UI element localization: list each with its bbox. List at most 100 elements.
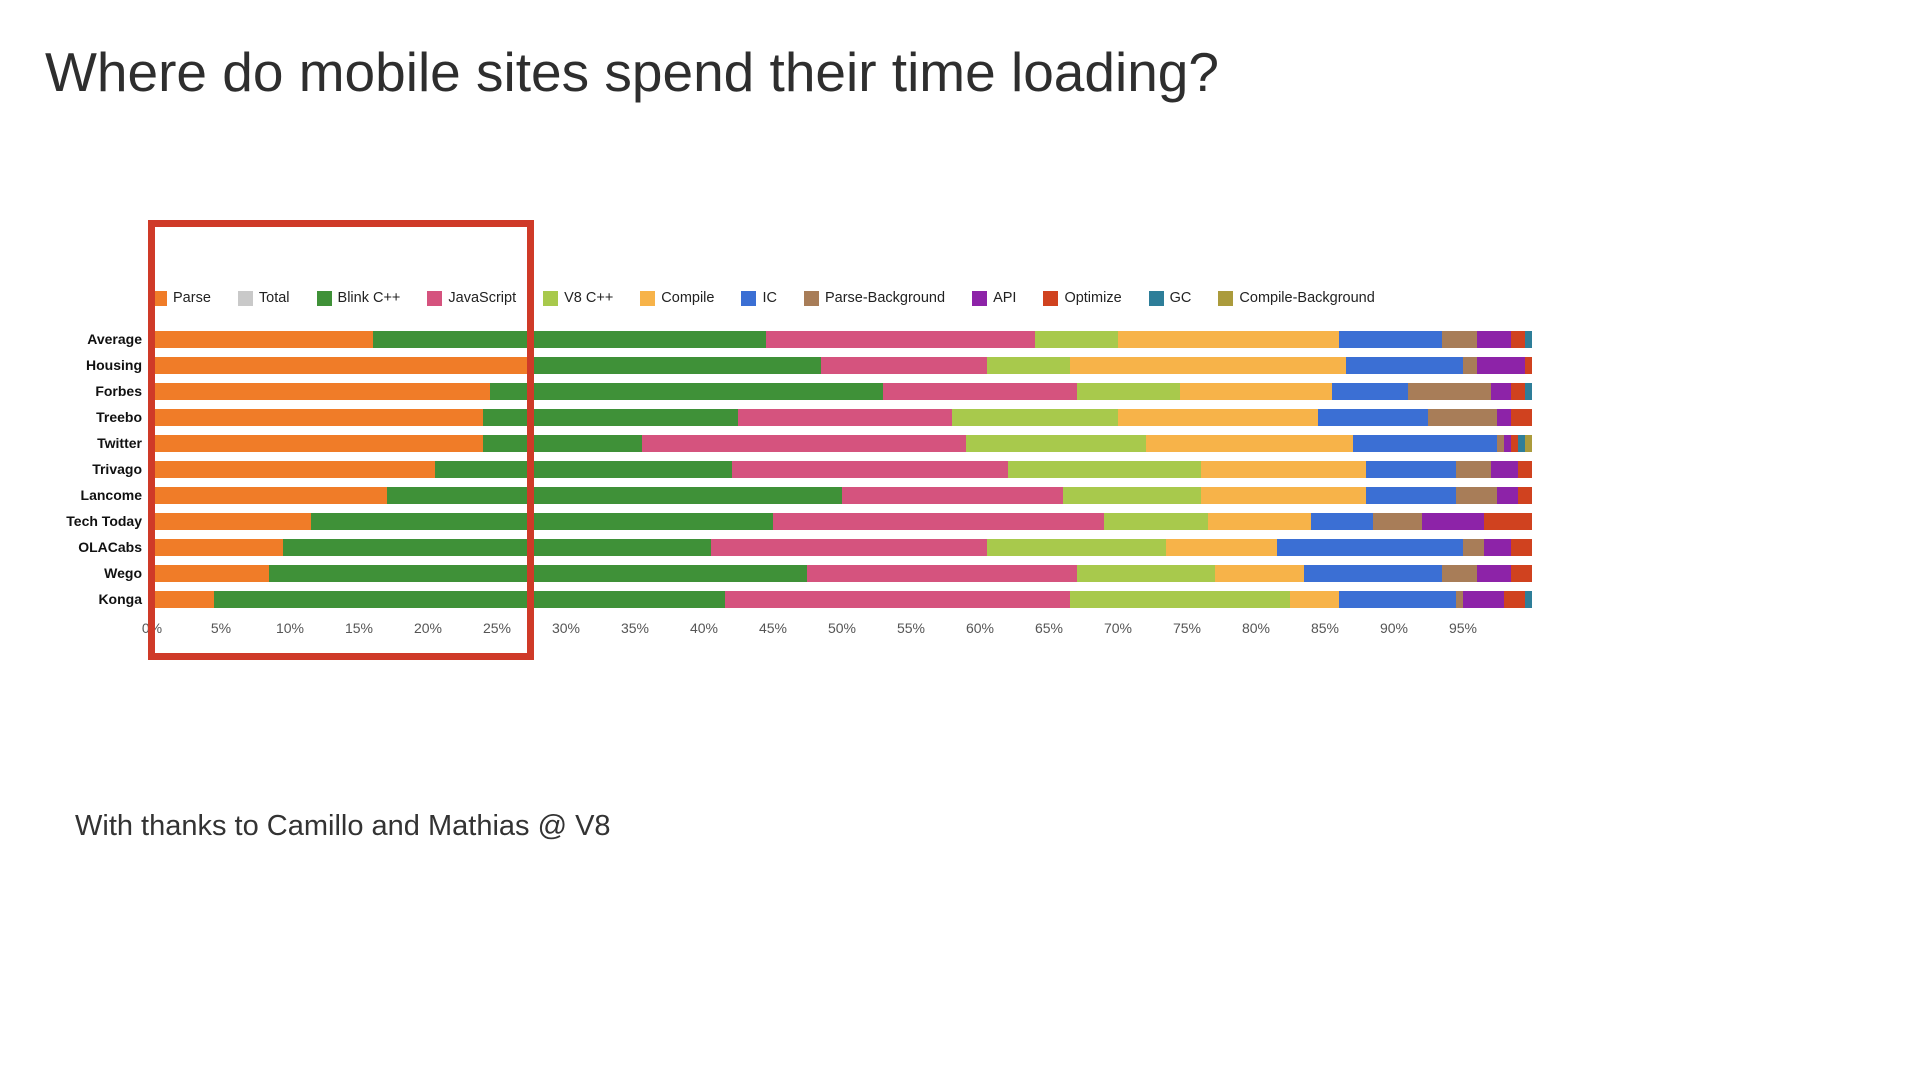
bar-segment-v8-c- xyxy=(1076,564,1215,582)
bar-segment-v8-c- xyxy=(1104,512,1208,530)
bar-segment-optimize xyxy=(1483,512,1532,530)
axis-tick-label: 90% xyxy=(1379,620,1409,636)
bar-segment-v8-c- xyxy=(1007,460,1201,478)
bar-row: Lancome xyxy=(0,482,1540,508)
bar-segment-compile xyxy=(1180,382,1332,400)
legend-item: Optimize xyxy=(1043,290,1122,306)
bar-segment-javascript xyxy=(766,330,1036,348)
bar-segment-v8-c- xyxy=(1062,486,1201,504)
legend-label: Total xyxy=(258,290,290,306)
bar-segment-compile xyxy=(1207,512,1312,530)
category-label: Lancome xyxy=(80,487,142,503)
bar-row: Twitter xyxy=(0,430,1540,456)
legend-item: V8 C++ xyxy=(543,290,613,306)
axis-tick-label: 50% xyxy=(827,620,857,636)
bar-row: Wego xyxy=(0,560,1540,586)
bar-segment-gc xyxy=(1525,382,1532,400)
bar-segment-ic xyxy=(1366,486,1457,504)
axis-tick-label: 55% xyxy=(896,620,926,636)
legend-label: Compile-Background xyxy=(1239,290,1375,306)
bar-segment-parse xyxy=(152,356,532,374)
legend-swatch xyxy=(1043,290,1059,306)
legend-label: V8 C++ xyxy=(564,290,614,306)
legend-swatch xyxy=(972,290,988,306)
category-label: Tech Today xyxy=(66,513,142,529)
bar-row: Konga xyxy=(0,586,1540,612)
bar-row: Trivago xyxy=(0,456,1540,482)
bar-segment-blink-c- xyxy=(283,538,711,556)
stacked-bar xyxy=(152,538,1532,556)
bar-row: Treebo xyxy=(0,404,1540,430)
bar-segment-api xyxy=(1476,564,1512,582)
axis-tick-label: 15% xyxy=(344,620,374,636)
bar-segment-ic xyxy=(1352,434,1498,452)
stacked-bar xyxy=(152,382,1532,400)
bar-segment-compile xyxy=(1166,538,1277,556)
bar-segment-parse xyxy=(152,330,373,348)
bar-segment-blink-c- xyxy=(310,512,773,530)
bar-segment-ic xyxy=(1366,460,1457,478)
axis-tick-label: 25% xyxy=(482,620,512,636)
bar-segment-parse-background xyxy=(1456,590,1463,608)
bar-segment-parse xyxy=(152,460,435,478)
bar-segment-parse xyxy=(152,408,484,426)
bar-segment-parse-background xyxy=(1428,408,1498,426)
bar-segment-v8-c- xyxy=(966,434,1146,452)
bar-segment-blink-c- xyxy=(434,460,732,478)
bar-segment-javascript xyxy=(731,460,1008,478)
bar-segment-parse-background xyxy=(1462,538,1484,556)
axis-tick-label: 95% xyxy=(1448,620,1478,636)
bar-row: Housing xyxy=(0,352,1540,378)
stacked-bar xyxy=(152,590,1532,608)
bar-segment-parse xyxy=(152,512,311,530)
legend-swatch xyxy=(1218,290,1234,306)
stacked-bar xyxy=(152,512,1532,530)
category-label: Wego xyxy=(104,565,142,581)
legend-swatch xyxy=(741,290,757,306)
bar-segment-v8-c- xyxy=(1069,590,1291,608)
legend-item: API xyxy=(972,290,1016,306)
bar-row: Average xyxy=(0,326,1540,352)
category-label: Treebo xyxy=(96,409,142,425)
category-label: Trivago xyxy=(92,461,142,477)
legend-label: JavaScript xyxy=(448,290,517,306)
bar-segment-compile xyxy=(1214,564,1305,582)
legend-label: Parse xyxy=(173,290,211,306)
bar-segment-javascript xyxy=(772,512,1105,530)
bar-segment-javascript xyxy=(841,486,1063,504)
bar-segment-parse-background xyxy=(1442,330,1477,348)
bar-segment-optimize xyxy=(1511,538,1532,556)
bar-row: Forbes xyxy=(0,378,1540,404)
category-label: Average xyxy=(87,331,142,347)
bar-segment-parse-background xyxy=(1456,486,1498,504)
bar-segment-parse-background xyxy=(1456,460,1491,478)
bar-segment-ic xyxy=(1345,356,1463,374)
bar-segment-compile-background xyxy=(1525,434,1532,452)
bar-segment-parse-background xyxy=(1442,564,1477,582)
legend-label: GC xyxy=(1169,290,1192,306)
bar-segment-v8-c- xyxy=(1076,382,1181,400)
bar-segment-api xyxy=(1504,434,1512,452)
bar-segment-ic xyxy=(1338,330,1443,348)
bar-segment-compile xyxy=(1200,486,1367,504)
axis-tick-label: 40% xyxy=(689,620,719,636)
bar-segment-ic xyxy=(1276,538,1463,556)
axis-tick-label: 5% xyxy=(210,620,232,636)
bar-segment-ic xyxy=(1311,512,1374,530)
legend-swatch xyxy=(152,290,167,306)
bar-segment-ic xyxy=(1338,590,1457,608)
bar-segment-api xyxy=(1476,356,1526,374)
bar-segment-api xyxy=(1497,408,1512,426)
bar-segment-api xyxy=(1497,486,1519,504)
bar-segment-blink-c- xyxy=(483,408,739,426)
legend-swatch xyxy=(640,290,656,306)
legend-item: Parse-Background xyxy=(803,290,945,306)
stacked-bar xyxy=(152,330,1532,348)
bar-segment-v8-c- xyxy=(986,356,1070,374)
bar-segment-blink-c- xyxy=(483,434,642,452)
stacked-bar xyxy=(152,356,1532,374)
bar-segment-parse xyxy=(152,486,387,504)
bar-segment-blink-c- xyxy=(490,382,884,400)
bar-segment-v8-c- xyxy=(986,538,1167,556)
chart-legend: Parse Total Blink C++ JavaScript V8 C++ Compi… xyxy=(152,290,1532,306)
